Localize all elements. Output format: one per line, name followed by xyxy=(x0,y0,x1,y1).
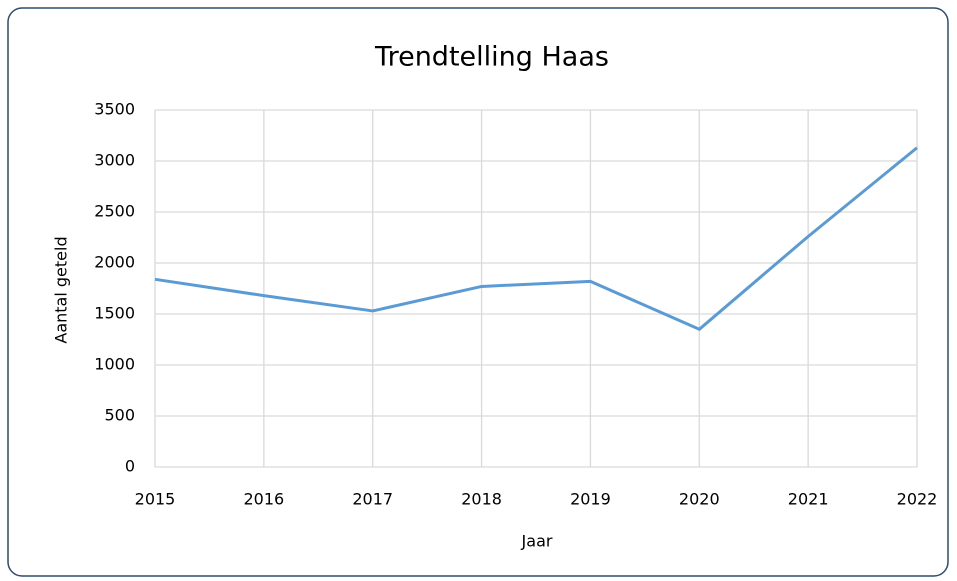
x-tick-label: 2020 xyxy=(679,490,720,509)
x-tick-label: 2016 xyxy=(243,490,284,509)
x-tick-label: 2022 xyxy=(897,490,938,509)
y-tick-label: 0 xyxy=(125,457,135,476)
y-tick-label: 3500 xyxy=(94,100,135,119)
chart-title: Trendtelling Haas xyxy=(374,42,609,73)
y-tick-label: 1500 xyxy=(94,304,135,323)
y-tick-label: 1000 xyxy=(94,355,135,374)
x-tick-label: 2017 xyxy=(352,490,393,509)
x-tick-label: 2018 xyxy=(461,490,502,509)
y-tick-label: 3000 xyxy=(94,151,135,170)
y-tick-label: 500 xyxy=(104,406,135,425)
y-axis-label: Aantal geteld xyxy=(52,236,71,343)
x-tick-label: 2021 xyxy=(788,490,829,509)
y-tick-label: 2500 xyxy=(94,202,135,221)
y-tick-label: 2000 xyxy=(94,253,135,272)
data-line xyxy=(154,146,918,331)
x-tick-label: 2019 xyxy=(570,490,611,509)
x-axis-label: Jaar xyxy=(521,532,553,551)
x-tick-label: 2015 xyxy=(135,490,176,509)
chart-frame xyxy=(7,7,949,577)
